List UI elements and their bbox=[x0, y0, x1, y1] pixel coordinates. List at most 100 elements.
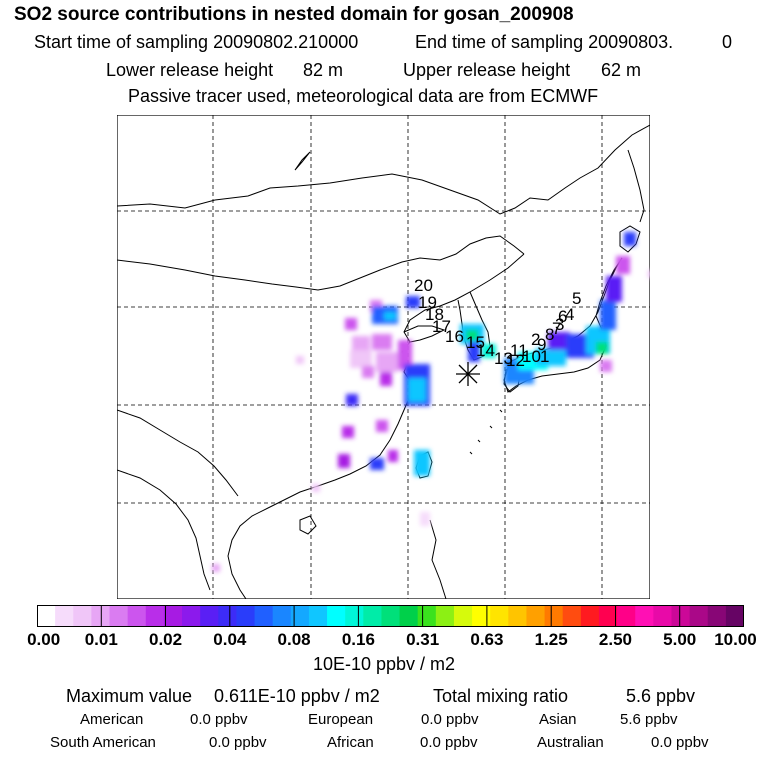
colorbar-tick-label: 0.31 bbox=[406, 630, 440, 649]
traj-label-8: 8 bbox=[545, 325, 554, 344]
colorbar-cell bbox=[580, 605, 600, 627]
colorbar-cell bbox=[689, 605, 709, 627]
asterisk-icon bbox=[456, 362, 480, 386]
traj-label-9: 9 bbox=[537, 335, 546, 354]
colorbar-cell bbox=[653, 605, 673, 627]
colorbar-cell bbox=[308, 605, 328, 627]
colorbar-cell bbox=[381, 605, 401, 627]
upper-height-value: 62 m bbox=[601, 60, 642, 80]
max-value-label: Maximum value bbox=[66, 686, 193, 706]
lower-height-label: Lower release height bbox=[106, 60, 274, 80]
colorbar-cell bbox=[435, 605, 455, 627]
colorbar-cell bbox=[472, 605, 491, 627]
colorbar-cell bbox=[290, 605, 310, 627]
colorbar-cell bbox=[73, 605, 92, 627]
traj-label-19: 19 bbox=[418, 293, 437, 312]
colorbar-cell bbox=[399, 605, 419, 627]
traj-label-11: 11 bbox=[510, 341, 528, 360]
colorbar-cell bbox=[109, 605, 129, 627]
region-name-asian: Asian bbox=[539, 711, 577, 728]
traj-label-20: 20 bbox=[414, 276, 433, 295]
colorbar-cell bbox=[182, 605, 201, 627]
max-value: 0.611E-10 ppbv / m2 bbox=[214, 686, 380, 706]
colorbar-tick-label: 1.25 bbox=[534, 630, 568, 649]
traj-label-4: 4 bbox=[565, 305, 574, 324]
colorbar-cell bbox=[508, 605, 528, 627]
traj-label-15: 15 bbox=[466, 333, 485, 352]
colorbar-cell bbox=[562, 605, 582, 627]
colorbar-cell bbox=[617, 605, 636, 627]
colorbar-tick-label: 0.08 bbox=[277, 630, 311, 649]
region-name-australian: Australian bbox=[537, 734, 604, 751]
traj-label-5: 5 bbox=[572, 289, 581, 308]
traj-label-10: 10 bbox=[522, 347, 541, 366]
colorbar-cell bbox=[254, 605, 274, 627]
region-name-african: African bbox=[327, 734, 374, 751]
traj-label-3: 3 bbox=[555, 315, 564, 334]
colorbar-cell bbox=[725, 605, 744, 627]
map-panel: 1 2 3 4 5 6 7 8 9 10 11 12 13 14 15 16 1… bbox=[117, 115, 650, 599]
colorbar-tick-label: 0.04 bbox=[213, 630, 247, 649]
colorbar-cell bbox=[598, 605, 618, 627]
colorbar bbox=[37, 605, 744, 627]
traj-label-7: 7 bbox=[552, 319, 561, 338]
colorbar-cell bbox=[363, 605, 383, 627]
colorbar-cell bbox=[327, 605, 346, 627]
colorbar-cell bbox=[163, 605, 183, 627]
colorbar-cell bbox=[272, 605, 292, 627]
colorbar-cell bbox=[236, 605, 256, 627]
end-time-value: 0 bbox=[722, 32, 733, 52]
colorbar-cell bbox=[453, 605, 473, 627]
end-time-label: End time of sampling 20090803. bbox=[415, 32, 674, 52]
traj-label-16: 16 bbox=[445, 327, 464, 346]
tracer-note: Passive tracer used, meteorological data… bbox=[128, 86, 599, 106]
colorbar-tick-label: 0.01 bbox=[84, 630, 118, 649]
contribution-field bbox=[212, 232, 650, 572]
total-mixing-label: Total mixing ratio bbox=[433, 686, 569, 706]
colorbar-cell bbox=[218, 605, 238, 627]
colorbar-unit: 10E-10 ppbv / m2 bbox=[312, 654, 456, 674]
colorbar-cell bbox=[127, 605, 147, 627]
region-value-south-american: 0.0 ppbv bbox=[209, 734, 267, 751]
colorbar-cell bbox=[635, 605, 654, 627]
traj-label-6: 6 bbox=[558, 307, 567, 326]
colorbar-cell bbox=[417, 605, 437, 627]
colorbar-tick-label: 0.16 bbox=[341, 630, 375, 649]
region-value-asian: 5.6 ppbv bbox=[620, 711, 678, 728]
colorbar-cell bbox=[526, 605, 546, 627]
colorbar-cell bbox=[145, 605, 165, 627]
traj-label-18: 18 bbox=[425, 305, 444, 324]
region-value-european: 0.0 ppbv bbox=[421, 711, 479, 728]
total-mixing-value: 5.6 ppbv bbox=[626, 686, 696, 706]
colorbar-cell bbox=[490, 605, 509, 627]
traj-label-14: 14 bbox=[476, 341, 495, 360]
colorbar-cell bbox=[37, 605, 56, 627]
lower-height-value: 82 m bbox=[303, 60, 344, 80]
colorbar-cell bbox=[91, 605, 111, 627]
region-value-american: 0.0 ppbv bbox=[190, 711, 248, 728]
region-name-european: European bbox=[308, 711, 374, 728]
colorbar-tick-label: 5.00 bbox=[663, 630, 697, 649]
colorbar-tick-label: 0.63 bbox=[470, 630, 504, 649]
colorbar-cell bbox=[707, 605, 727, 627]
region-name-south-american: South American bbox=[50, 734, 156, 751]
colorbar-tick-label: 10.00 bbox=[714, 630, 757, 649]
region-value-australian: 0.0 ppbv bbox=[651, 734, 709, 751]
colorbar-cell bbox=[544, 605, 564, 627]
traj-label-12: 12 bbox=[506, 351, 525, 370]
colorbar-cell bbox=[200, 605, 219, 627]
traj-label-17: 17 bbox=[432, 317, 451, 336]
chart-title: SO2 source contributions in nested domai… bbox=[14, 4, 574, 25]
colorbar-tick-label: 2.50 bbox=[598, 630, 632, 649]
traj-label-1: 1 bbox=[540, 347, 549, 366]
colorbar-tick-label: 0.02 bbox=[148, 630, 183, 649]
traj-label-2: 2 bbox=[531, 330, 540, 349]
colorbar-cell bbox=[671, 605, 691, 627]
region-value-african: 0.0 ppbv bbox=[420, 734, 478, 751]
upper-height-label: Upper release height bbox=[403, 60, 571, 80]
colorbar-cell bbox=[55, 605, 74, 627]
colorbar-tick-label: 0.00 bbox=[27, 630, 61, 649]
region-name-american: American bbox=[80, 711, 144, 728]
traj-label-13: 13 bbox=[494, 349, 513, 368]
start-time-label: Start time of sampling 20090802.210000 bbox=[34, 32, 359, 52]
